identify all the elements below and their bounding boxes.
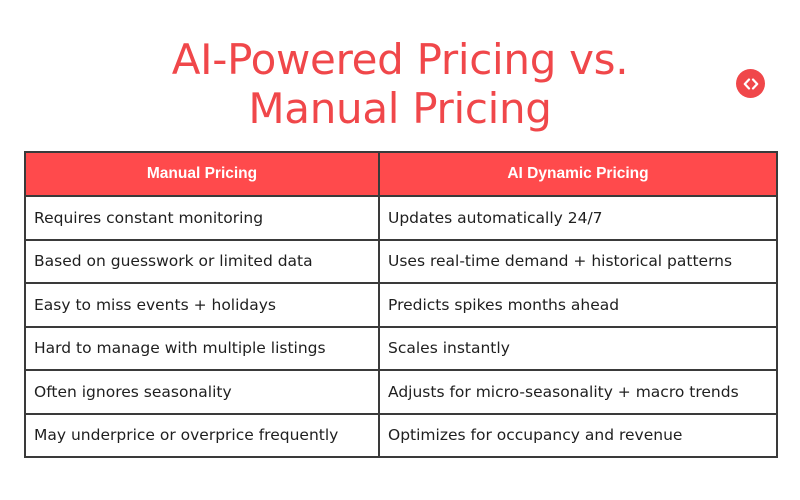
cell-manual: Hard to manage with multiple listings bbox=[24, 325, 380, 371]
table-row: Hard to manage with multiple listings Sc… bbox=[24, 325, 778, 371]
header-manual-pricing: Manual Pricing bbox=[24, 151, 380, 197]
cell-manual: Easy to miss events + holidays bbox=[24, 282, 380, 328]
title-line-2: Manual Pricing bbox=[248, 84, 552, 133]
cell-manual: May underprice or overprice frequently bbox=[24, 412, 380, 458]
cell-ai: Updates automatically 24/7 bbox=[378, 195, 778, 241]
cell-ai: Optimizes for occupancy and revenue bbox=[378, 412, 778, 458]
table-row: May underprice or overprice frequently O… bbox=[24, 412, 778, 458]
cell-ai: Adjusts for micro-seasonality + macro tr… bbox=[378, 369, 778, 415]
table-row: Easy to miss events + holidays Predicts … bbox=[24, 282, 778, 328]
cell-manual: Requires constant monitoring bbox=[24, 195, 380, 241]
cell-ai: Scales instantly bbox=[378, 325, 778, 371]
table-row: Often ignores seasonality Adjusts for mi… bbox=[24, 369, 778, 415]
code-brackets-icon bbox=[743, 77, 758, 90]
table-row: Requires constant monitoring Updates aut… bbox=[24, 195, 778, 241]
comparison-table: Manual Pricing AI Dynamic Pricing Requir… bbox=[24, 151, 778, 458]
cell-manual: Often ignores seasonality bbox=[24, 369, 380, 415]
page-title: AI-Powered Pricing vs. Manual Pricing bbox=[0, 35, 800, 133]
code-badge bbox=[736, 69, 765, 98]
cell-ai: Predicts spikes months ahead bbox=[378, 282, 778, 328]
cell-manual: Based on guesswork or limited data bbox=[24, 238, 380, 284]
header-ai-dynamic-pricing: AI Dynamic Pricing bbox=[378, 151, 778, 197]
cell-ai: Uses real-time demand + historical patte… bbox=[378, 238, 778, 284]
table-header-row: Manual Pricing AI Dynamic Pricing bbox=[24, 151, 778, 197]
title-line-1: AI-Powered Pricing vs. bbox=[171, 35, 629, 84]
table-row: Based on guesswork or limited data Uses … bbox=[24, 238, 778, 284]
